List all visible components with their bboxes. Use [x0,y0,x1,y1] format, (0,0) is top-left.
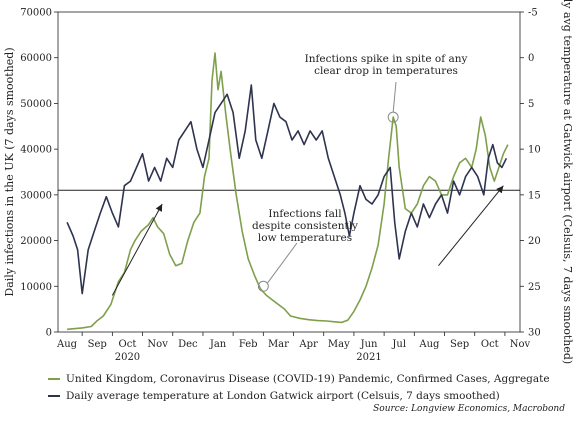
legend-swatch-cases [48,377,60,380]
legend-label-cases: United Kingdom, Coronavirus Disease (COV… [66,372,550,385]
x-tick-label: Dec [178,339,198,350]
annotation-text: low temperatures [258,232,352,244]
annotation-text: Infections fall [268,208,342,220]
legend: United Kingdom, Coronavirus Disease (COV… [48,370,550,404]
x-axis: Aug Sep Oct Nov Dec Jan Feb Mar Apr May Jun Jul Aug S… [56,332,531,363]
annotation-circle [257,280,269,292]
annotation-text: Infections spike in spite of any [305,53,468,65]
x-tick-label: Oct [481,339,499,350]
x-tick-label: Jan [209,339,227,350]
x-tick-label: Aug [418,339,440,350]
x-year-label: 2020 [115,352,140,363]
right-tick-label: 20 [528,236,541,247]
trend-arrow-line [438,185,504,267]
plot-area [57,11,521,333]
source-note: Source: Longview Economics, Macrobond [373,404,565,414]
right-tick-label: 25 [528,282,541,293]
series-line-temperature [66,84,508,295]
right-axis: -5 0 5 10 15 20 25 30 [520,8,541,339]
left-axis: 0 10000 20000 30000 40000 50000 60000 70000 [20,8,58,339]
right-tick-label: 30 [528,328,541,339]
right-tick-label: 15 [528,190,541,201]
right-tick-label: 5 [528,99,534,110]
annotation-leader [392,81,397,113]
left-tick-label: 30000 [20,190,52,201]
x-tick-label: Nov [510,339,531,350]
x-tick-label: Sep [88,339,107,350]
left-tick-label: 10000 [20,282,52,293]
series-line-cases [67,52,509,331]
right-tick-label: 10 [528,145,541,156]
right-tick-label: 0 [528,53,534,64]
legend-label-temperature: Daily average temperature at London Gatw… [66,389,500,402]
left-tick-label: 40000 [20,145,52,156]
annotation-text: despite consistently [252,220,358,232]
left-tick-label: 0 [46,328,52,339]
x-year-label: 2021 [356,352,381,363]
legend-swatch-temperature [48,394,60,397]
x-tick-label: Mar [268,339,289,350]
left-tick-label: 60000 [20,53,52,64]
trend-arrow-line [111,203,163,296]
x-tick-label: Jun [360,339,378,350]
legend-item-cases: United Kingdom, Coronavirus Disease (COV… [48,370,550,387]
left-tick-label: 50000 [20,99,52,110]
legend-item-temperature: Daily average temperature at London Gatw… [48,387,550,404]
x-tick-label: Oct [119,339,137,350]
left-tick-label: 70000 [20,8,52,19]
chart-svg: 0 10000 20000 30000 40000 50000 60000 70000 -5 0… [3,0,574,364]
x-tick-label: Jul [391,339,406,350]
left-tick-label: 20000 [20,236,52,247]
trend-arrow-head [496,185,504,194]
y-axis-label-left: Daily infections in the UK (7 days smoot… [3,47,16,296]
trend-arrow-head [155,204,163,212]
annotation-text: clear drop in temperatures [314,65,458,77]
x-tick-label: May [328,339,350,350]
x-tick-label: Aug [56,339,78,350]
x-tick-label: Feb [239,339,258,350]
annotation-leader [266,242,298,284]
y-axis-label-right: Daily avg temperature at Gatwick airport… [561,0,574,364]
x-tick-label: Apr [298,339,318,350]
right-tick-label: -5 [528,8,538,19]
plot-layer [58,52,520,331]
x-tick-label: Sep [450,339,469,350]
x-tick-label: Nov [147,339,168,350]
